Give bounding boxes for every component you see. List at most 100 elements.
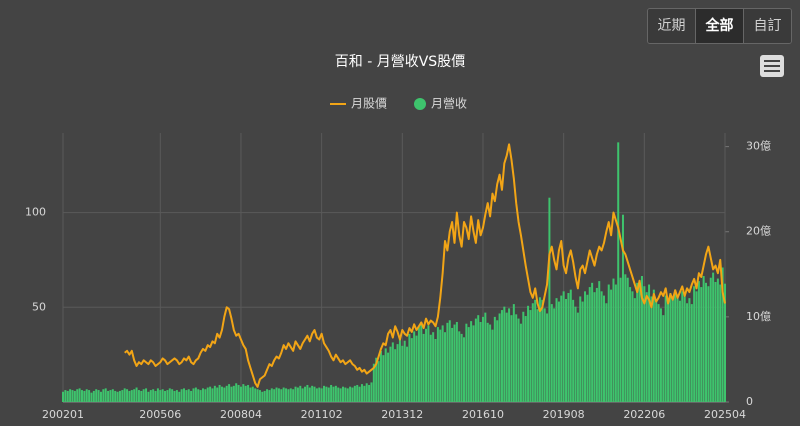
bar [156,388,159,402]
bar [206,387,209,402]
bar [546,313,549,402]
bar [439,329,442,402]
bar [244,385,247,402]
bar [432,332,435,402]
bar [216,387,219,402]
bar [569,289,572,402]
bar [498,313,501,402]
range-button[interactable]: 自訂 [743,9,791,43]
range-button[interactable]: 近期 [648,9,695,43]
bar [617,142,620,402]
bar [99,391,102,402]
bar [491,329,494,402]
menu-button[interactable] [760,55,784,77]
bar [555,298,558,402]
bar [434,339,437,402]
bar [695,291,698,402]
bar [425,328,428,402]
bar [320,388,323,402]
bar [73,390,76,402]
bar [441,325,444,402]
bar [190,390,193,402]
bar [709,277,712,402]
bar [142,389,145,402]
bar [719,284,722,402]
bar [621,214,624,402]
bar [562,291,565,402]
bar [292,389,295,402]
bar [531,303,534,402]
bar [574,306,577,402]
bar [584,291,587,402]
bar [232,385,235,402]
bar [294,386,297,402]
bar [114,390,117,402]
bar [180,389,183,402]
bar [152,389,155,402]
bar [602,295,605,402]
bar [659,308,662,402]
bar [242,384,245,402]
bar [223,387,226,402]
bar [415,335,418,402]
x-tick-label: 200506 [139,408,181,421]
bar [375,357,378,402]
y2-tick-label: 20億 [746,225,771,238]
bar [315,388,318,402]
bar [133,389,136,402]
bar [353,385,356,402]
bar [444,332,447,402]
bar [228,384,231,402]
bar [422,333,425,402]
bar [258,390,261,402]
bar [135,387,138,402]
bar [721,267,724,402]
bar [652,289,655,402]
y2-tick-label: 10億 [746,310,771,323]
bar [95,389,98,402]
bar [358,386,361,402]
bar [674,289,677,402]
bar [168,388,171,402]
bar [64,390,67,402]
bar [664,295,667,402]
range-button[interactable]: 全部 [695,9,743,43]
bar [610,289,613,402]
bar [538,297,541,402]
bar [280,389,283,402]
bar [631,291,634,402]
bar [406,346,409,402]
bar [118,390,121,402]
bar [600,291,603,402]
bar [548,197,551,402]
bar [239,386,242,402]
bar [178,391,181,402]
chart-title: 百和 - 月營收VS股價 [335,53,465,70]
bar [137,390,140,402]
bar [655,299,658,402]
bar [389,346,392,402]
bar [550,304,553,402]
bar [598,281,601,402]
bar [175,390,178,402]
bar [707,286,710,402]
bar [593,292,596,402]
bar [351,387,354,402]
bar [140,390,143,402]
bar [493,316,496,402]
bar [436,327,439,402]
bar [251,386,254,402]
bar [83,390,86,402]
bar [263,390,266,402]
bar [724,283,726,402]
bar [612,278,615,402]
bar [662,315,665,402]
range-buttons: 近期 全部 自訂 [647,8,792,44]
bar [289,388,292,402]
bar [460,333,463,402]
bar [657,304,660,402]
bar [197,389,200,402]
bar [285,388,288,402]
bar [266,389,269,402]
bar [429,334,432,402]
